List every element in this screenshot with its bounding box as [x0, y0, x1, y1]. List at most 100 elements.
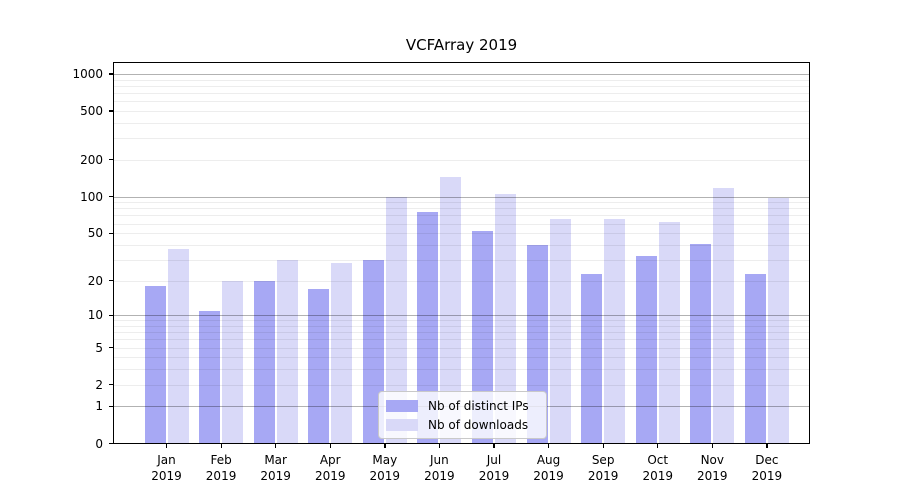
x-tick-mark [711, 443, 713, 448]
gridline-major [113, 196, 810, 198]
legend-item-downloads: Nb of downloads [386, 417, 538, 432]
gridline-minor [113, 244, 810, 246]
x-tick-label: Nov 2019 [697, 453, 728, 483]
gridline-minor [113, 280, 810, 282]
bar-dec-distinct-ips [744, 273, 766, 444]
x-tick-label: Feb 2019 [205, 453, 237, 483]
x-tick-mark [275, 443, 277, 448]
bar-sep-downloads [604, 219, 626, 444]
gridline-major [113, 315, 810, 317]
gridline-minor [113, 208, 810, 210]
x-tick-label: Apr 2019 [314, 453, 346, 483]
y-tick-label: 50 [87, 226, 103, 241]
gridline-minor [113, 223, 810, 225]
x-tick-mark [438, 443, 441, 448]
gridline-minor [113, 357, 810, 359]
x-tick-mark [166, 443, 168, 448]
y-tick-label: 200 [80, 152, 103, 167]
y-tick-mark [108, 384, 113, 386]
x-tick-label: Oct 2019 [642, 453, 673, 483]
bar-jul-downloads [494, 194, 516, 444]
x-tick-mark [329, 443, 331, 448]
bar-oct-downloads [658, 221, 680, 444]
gridline-minor [113, 159, 810, 161]
bar-feb-distinct-ips [199, 310, 221, 444]
gridline-minor [113, 85, 810, 87]
grid-layer [113, 62, 810, 444]
gridline-minor [113, 110, 810, 112]
legend-item-distinct-ips: Nb of distinct IPs [386, 398, 538, 413]
y-tick-mark [108, 280, 113, 282]
x-tick-label: Jul 2019 [478, 453, 510, 483]
y-tick-mark [108, 405, 113, 408]
y-tick-mark [108, 314, 113, 316]
x-tick-label: Dec 2019 [751, 453, 783, 483]
gridline-minor [113, 202, 810, 204]
gridline-minor [113, 79, 810, 81]
x-tick-mark [220, 443, 222, 448]
bar-nov-downloads [713, 188, 735, 444]
x-tick-label: Jan 2019 [151, 453, 182, 483]
y-tick-label: 1000 [72, 66, 103, 81]
plot-area [113, 62, 810, 444]
chart-title: VCFArray 2019 [405, 36, 518, 54]
bar-mar-downloads [276, 259, 298, 444]
bar-mar-distinct-ips [253, 280, 275, 444]
y-tick-label: 20 [87, 273, 103, 288]
x-tick-mark [602, 443, 604, 448]
y-tick-mark [108, 443, 113, 445]
x-tick-mark [766, 443, 768, 448]
x-tick-label: Mar 2019 [260, 453, 291, 483]
y-tick-label: 500 [80, 103, 103, 118]
bar-aug-downloads [549, 219, 571, 444]
bar-jun-downloads [440, 176, 462, 444]
x-tick-label: Sep 2019 [587, 453, 619, 483]
bar-jan-distinct-ips [144, 286, 166, 444]
gridline-minor [113, 369, 810, 371]
x-tick-label: Jun 2019 [424, 453, 455, 483]
gridline-minor [113, 259, 810, 261]
y-tick-mark [108, 159, 113, 161]
bar-apr-downloads [331, 263, 353, 444]
gridline-major [113, 73, 810, 75]
bar-oct-distinct-ips [635, 256, 657, 444]
gridline-minor [113, 332, 810, 334]
x-tick-mark [493, 443, 495, 448]
gridline-minor [113, 325, 810, 327]
y-tick-label: 0 [95, 436, 103, 451]
y-tick-mark [108, 196, 113, 198]
y-tick-mark [108, 73, 113, 75]
gridline-minor [113, 339, 810, 341]
y-tick-mark [108, 232, 113, 234]
gridline-minor [113, 320, 810, 322]
legend-label-distinct-ips: Nb of distinct IPs [428, 398, 529, 413]
bar-feb-downloads [222, 280, 244, 444]
bar-apr-distinct-ips [308, 288, 330, 444]
y-tick-label: 100 [80, 189, 103, 204]
gridline-minor [113, 347, 810, 349]
y-tick-mark [108, 110, 113, 112]
y-tick-label: 10 [87, 308, 103, 323]
x-tick-label: Aug 2019 [533, 453, 564, 483]
gridline-minor [113, 122, 810, 124]
x-tick-label: May 2019 [369, 453, 401, 483]
legend-label-downloads: Nb of downloads [428, 417, 529, 432]
bar-jun-distinct-ips [417, 211, 439, 444]
legend-swatch-downloads [386, 418, 418, 431]
y-tick-label: 5 [95, 340, 103, 355]
x-tick-mark [384, 443, 386, 448]
gridline-minor [113, 138, 810, 140]
bar-sep-distinct-ips [581, 273, 603, 444]
y-tick-label: 1 [95, 399, 103, 414]
x-tick-mark [548, 443, 550, 448]
bar-dec-downloads [767, 198, 789, 444]
gridline-minor [113, 101, 810, 103]
bar-jan-downloads [167, 248, 189, 444]
gridline-minor [113, 92, 810, 94]
bar-jul-distinct-ips [471, 231, 493, 444]
gridline-minor [113, 384, 810, 386]
legend: Nb of distinct IPs Nb of downloads [378, 391, 547, 439]
legend-swatch-distinct-ips [386, 399, 418, 412]
gridline-minor [113, 233, 810, 235]
